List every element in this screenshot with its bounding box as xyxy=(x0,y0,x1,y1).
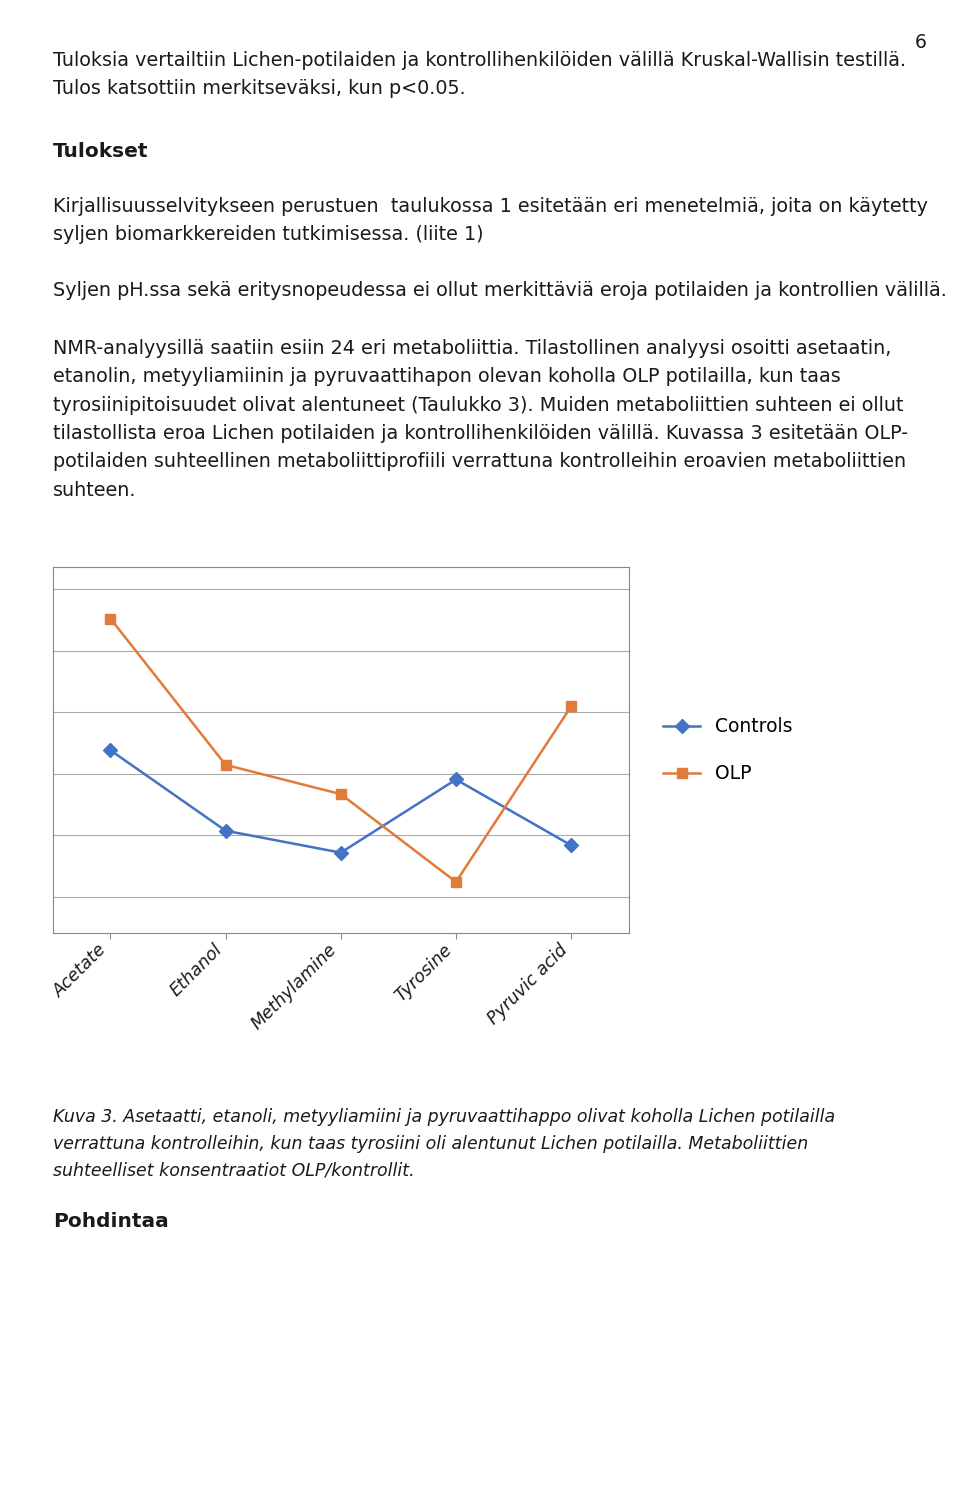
Text: Tulos katsottiin merkitseväksi, kun p<0.05.: Tulos katsottiin merkitseväksi, kun p<0.… xyxy=(53,79,466,99)
Legend: Controls, OLP: Controls, OLP xyxy=(656,709,801,791)
Text: suhteen.: suhteen. xyxy=(53,481,136,500)
Text: verrattuna kontrolleihin, kun taas tyrosiini oli alentunut Lichen potilailla. Me: verrattuna kontrolleihin, kun taas tyros… xyxy=(53,1135,808,1153)
Text: NMR-analyysillä saatiin esiin 24 eri metaboliittia. Tilastollinen analyysi osoit: NMR-analyysillä saatiin esiin 24 eri met… xyxy=(53,339,891,358)
Text: etanolin, metyyliamiinin ja pyruvaattihapon olevan koholla OLP potilailla, kun t: etanolin, metyyliamiinin ja pyruvaattiha… xyxy=(53,367,841,387)
Text: Pohdintaa: Pohdintaa xyxy=(53,1212,169,1232)
Text: potilaiden suhteellinen metaboliittiprofiili verrattuna kontrolleihin eroavien m: potilaiden suhteellinen metaboliittiprof… xyxy=(53,452,906,472)
Text: Syljen pH.ssa sekä eritysnopeudessa ei ollut merkittäviä eroja potilaiden ja kon: Syljen pH.ssa sekä eritysnopeudessa ei o… xyxy=(53,281,947,300)
Text: Tuloksia vertailtiin Lichen-potilaiden ja kontrollihenkilöiden välillä Kruskal-W: Tuloksia vertailtiin Lichen-potilaiden j… xyxy=(53,51,906,70)
Text: Ethanol: Ethanol xyxy=(166,941,226,1000)
Text: Tulokset: Tulokset xyxy=(53,142,148,161)
Text: Methylamine: Methylamine xyxy=(249,941,341,1033)
Text: 6: 6 xyxy=(915,33,926,52)
Text: Kuva 3. Asetaatti, etanoli, metyyliamiini ja pyruvaattihappo olivat koholla Lich: Kuva 3. Asetaatti, etanoli, metyyliamiin… xyxy=(53,1108,835,1126)
Text: Acetate: Acetate xyxy=(50,941,110,1000)
Text: syljen biomarkkereiden tutkimisessa. (liite 1): syljen biomarkkereiden tutkimisessa. (li… xyxy=(53,225,484,245)
Text: suhteelliset konsentraatiot OLP/kontrollit.: suhteelliset konsentraatiot OLP/kontroll… xyxy=(53,1162,415,1179)
Text: Tyrosine: Tyrosine xyxy=(392,941,456,1005)
Text: tilastollista eroa Lichen potilaiden ja kontrollihenkilöiden välillä. Kuvassa 3 : tilastollista eroa Lichen potilaiden ja … xyxy=(53,424,908,443)
Text: Pyruvic acid: Pyruvic acid xyxy=(484,941,571,1027)
Text: Kirjallisuusselvitykseen perustuen  taulukossa 1 esitetään eri menetelmiä, joita: Kirjallisuusselvitykseen perustuen taulu… xyxy=(53,197,927,216)
Text: tyrosiinipitoisuudet olivat alentuneet (Taulukko 3). Muiden metaboliittien suhte: tyrosiinipitoisuudet olivat alentuneet (… xyxy=(53,396,903,415)
